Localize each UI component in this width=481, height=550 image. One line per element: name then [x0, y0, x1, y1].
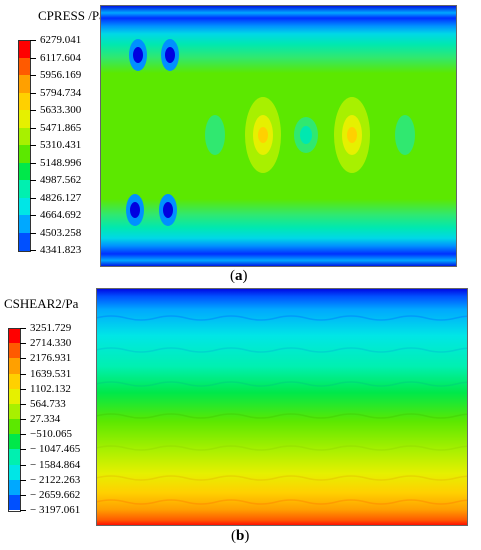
legend-swatch — [8, 464, 20, 481]
legend-swatch — [18, 127, 30, 146]
legend-swatch — [18, 40, 30, 58]
legend-swatch — [18, 75, 30, 93]
legend-frame — [18, 40, 31, 252]
legend-value: 5794.734 — [40, 86, 82, 99]
legend-tick — [30, 57, 36, 59]
legend-swatch — [8, 494, 20, 511]
legend-value: 1102.132 — [30, 382, 71, 395]
legend-swatch — [18, 215, 30, 233]
legend-value: 6117.604 — [40, 51, 81, 64]
legend-tick — [20, 343, 26, 345]
caption-a-open: ( — [230, 268, 235, 284]
legend-tick — [20, 510, 26, 511]
legend-swatch — [8, 419, 20, 435]
legend-tick — [20, 479, 26, 481]
pressure-edge-vortices — [126, 39, 179, 226]
legend-swatch — [18, 145, 30, 163]
legend-tick — [30, 110, 36, 111]
legend-tick — [20, 449, 26, 451]
legend-value: 1639.531 — [30, 367, 72, 380]
legend-swatch — [18, 197, 30, 216]
contour-plot-pressure — [100, 5, 457, 267]
legend-tick — [20, 358, 26, 360]
legend-value: 4664.692 — [40, 209, 82, 221]
legend-value: − 2122.263 — [30, 473, 81, 486]
legend-tick — [30, 197, 36, 199]
legend-swatch — [8, 343, 20, 359]
legend-tick — [20, 373, 26, 375]
legend-tick — [30, 127, 36, 129]
legend-tick — [20, 494, 26, 496]
caption-a-close: ) — [242, 268, 248, 284]
legend-value: 4987.562 — [40, 174, 82, 186]
legend-value: − 1047.465 — [30, 443, 81, 456]
legend-swatch — [18, 92, 30, 111]
legend-title-b: CSHEAR2/Pa — [4, 296, 79, 311]
legend-value: 4826.127 — [40, 191, 82, 204]
legend-value: − 2659.662 — [30, 488, 81, 501]
pressure-hotspots — [205, 97, 415, 173]
legend-value: −510.065 — [30, 428, 72, 441]
legend-tick — [30, 180, 36, 181]
legend-value: 3251.729 — [30, 322, 72, 334]
legend-value: 5956.169 — [40, 69, 82, 81]
legend-value: 5471.865 — [40, 121, 82, 134]
shear-field-background — [96, 288, 468, 526]
legend-swatch — [18, 232, 30, 251]
legend-tick — [30, 40, 36, 41]
legend-tick — [20, 328, 26, 329]
caption-b-open: ( — [231, 528, 236, 544]
legend-swatch — [8, 449, 20, 465]
legend-value: − 1584.864 — [30, 458, 81, 471]
legend-value: − 3197.061 — [30, 504, 81, 516]
legend-swatch — [8, 373, 20, 390]
color-legend-b: 3251.729 2714.330 2176.931 1639.531 1102.132… — [8, 323, 128, 516]
caption-a-letter: a — [235, 268, 243, 284]
legend-swatch — [18, 162, 30, 181]
legend-swatch — [8, 358, 20, 374]
legend-tick — [30, 215, 36, 216]
legend-tick — [20, 419, 26, 420]
legend-tick — [30, 75, 36, 76]
legend-swatch — [8, 388, 20, 405]
legend-swatch — [18, 57, 30, 76]
legend-value: 27.334 — [30, 413, 61, 425]
legend-value: 4341.823 — [40, 244, 82, 256]
legend-swatch — [8, 434, 20, 450]
legend-value: 5633.300 — [40, 104, 82, 116]
legend-swatch — [8, 328, 20, 344]
shear-band-waves — [96, 315, 468, 505]
legend-swatch — [18, 180, 30, 198]
legend-value: 6279.041 — [40, 34, 82, 46]
legend-tick — [30, 162, 36, 164]
legend-tick — [20, 464, 26, 466]
legend-swatch — [8, 479, 20, 496]
legend-tick — [30, 92, 36, 94]
legend-value: 5310.431 — [40, 139, 82, 151]
legend-tick — [20, 434, 26, 436]
legend-value: 564.733 — [30, 397, 66, 410]
legend-title-a: CPRESS /Pa — [38, 8, 105, 23]
legend-swatch — [18, 110, 30, 128]
legend-value: 5148.996 — [40, 156, 82, 169]
color-legend-a: 6279.041 6117.604 5956.169 5794.734 5633.300… — [18, 35, 128, 256]
legend-frame — [8, 328, 21, 512]
legend-tick — [30, 250, 36, 251]
legend-tick — [30, 145, 36, 146]
legend-swatch — [8, 403, 20, 420]
contour-plot-shear — [96, 288, 468, 526]
caption-b-close: ) — [244, 528, 250, 544]
legend-value: 2176.931 — [30, 352, 72, 365]
caption-b: (b) — [231, 528, 249, 545]
legend-value: 4503.258 — [40, 226, 82, 239]
caption-b-letter: b — [236, 528, 245, 544]
legend-value: 2714.330 — [30, 337, 72, 350]
legend-tick — [20, 388, 26, 390]
legend-tick — [30, 232, 36, 234]
caption-a: (a) — [230, 268, 248, 285]
legend-tick — [20, 403, 26, 405]
